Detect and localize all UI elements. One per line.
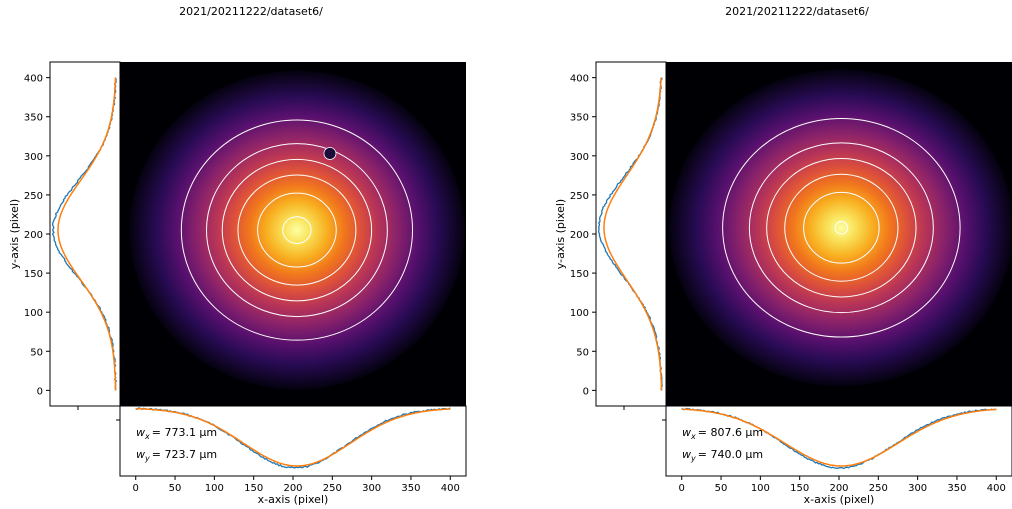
contour-line	[784, 173, 899, 282]
y-profile-frame	[49, 61, 121, 407]
x-tick-label: 350	[947, 483, 966, 494]
panel-title: 2021/20211222/dataset6/	[179, 5, 323, 18]
heatmap-axes	[120, 62, 466, 406]
x-tick-label: 250	[869, 483, 888, 494]
y-tick-label: 300	[24, 152, 43, 163]
x-tick-label: 100	[751, 483, 770, 494]
y-tick-label: 250	[570, 191, 589, 202]
panel-title: 2021/20211222/dataset6/	[725, 5, 869, 18]
x-tick-label: 250	[323, 483, 342, 494]
x-tick-label: 200	[829, 483, 848, 494]
y-axis-label: y-axis (pixel)	[8, 199, 21, 269]
panel-right: 2021/20211222/dataset6/ 0 50 100 150 200 250 3…	[554, 5, 1012, 506]
contour-line	[237, 174, 357, 286]
x-tick-label: 300	[908, 483, 927, 494]
y-tick-label: 300	[570, 152, 589, 163]
y-tick-label: 350	[24, 113, 43, 124]
contour-line	[766, 158, 917, 298]
x-tick-label: 0	[679, 483, 685, 494]
beam-image	[129, 70, 465, 390]
x-profile-axes: 0 50 100 150 200 250 300 350 400 x-axis (pixel) …	[116, 405, 467, 506]
x-tick-label: 150	[244, 483, 263, 494]
wy-annotation: wy = 740.0 μm	[682, 448, 763, 463]
x-tick-label: 400	[441, 483, 460, 494]
y-tick-label: 100	[24, 308, 43, 319]
wx-annotation: wx = 807.6 μm	[682, 426, 763, 441]
contour-line	[257, 192, 337, 268]
contour-spot	[323, 147, 337, 160]
y-ticks: 0 50 100 150 200 250 300 350 400	[570, 74, 625, 410]
contour-line	[803, 191, 880, 264]
beam-image	[669, 69, 1012, 387]
y-tick-label: 250	[24, 191, 43, 202]
x-axis-label: x-axis (pixel)	[258, 493, 329, 506]
x-profile-fit-line	[681, 408, 997, 467]
contour-line	[180, 119, 414, 341]
x-tick-label: 150	[790, 483, 809, 494]
y-tick-label: 150	[570, 269, 589, 280]
y-profile-fit-line	[57, 77, 117, 391]
contour-line	[748, 142, 934, 314]
y-axis-label: y-axis (pixel)	[554, 199, 567, 269]
contour-line	[221, 158, 373, 302]
y-profile-data-line	[51, 77, 118, 391]
x-tick-label: 100	[205, 483, 224, 494]
contour-line	[834, 220, 849, 235]
y-tick-label: 200	[24, 230, 43, 241]
x-tick-label: 300	[362, 483, 381, 494]
y-tick-label: 400	[570, 74, 589, 85]
x-tick-label: 350	[401, 483, 420, 494]
x-axis-label: x-axis (pixel)	[804, 493, 875, 506]
y-tick-label: 400	[24, 74, 43, 85]
y-tick-label: 50	[576, 347, 589, 358]
contour-lines	[180, 119, 414, 341]
x-tick-label: 200	[283, 483, 302, 494]
panel-left: 2021/20211222/dataset6/ 0 50 100 150 200 250 3…	[8, 5, 467, 506]
y-ticks: 0 50 100 150 200 250 300 350 400	[24, 74, 79, 410]
y-tick-label: 100	[570, 308, 589, 319]
contour-lines	[722, 117, 961, 338]
x-profile-axes: 0 50 100 150 200 250 300 350 400 x-axis (pixel) …	[662, 405, 1012, 506]
y-profile-axes: 0 50 100 150 200 250 300 350 400 y-axis (pixel)	[8, 61, 121, 410]
x-tick-label: 50	[715, 483, 728, 494]
y-tick-label: 150	[24, 269, 43, 280]
y-profile-fit-line	[603, 77, 663, 391]
x-tick-label: 50	[169, 483, 182, 494]
wy-annotation: wy = 723.7 μm	[136, 448, 217, 463]
x-ticks: 0 50 100 150 200 250 300 350 400	[116, 419, 460, 494]
contour-line	[722, 117, 961, 338]
y-tick-label: 0	[37, 386, 43, 397]
y-profile-data-line	[597, 77, 663, 391]
wx-annotation: wx = 773.1 μm	[136, 426, 217, 441]
y-tick-label: 200	[570, 230, 589, 241]
y-profile-frame	[595, 61, 667, 407]
y-tick-label: 0	[583, 386, 589, 397]
y-tick-label: 50	[30, 347, 43, 358]
y-tick-label: 350	[570, 113, 589, 124]
contour-line	[282, 216, 312, 244]
contour-line	[206, 143, 388, 318]
x-profile-fit-line	[135, 407, 451, 467]
y-profile-axes: 0 50 100 150 200 250 300 350 400 y-axis (pixel)	[554, 61, 667, 410]
heatmap-axes	[666, 62, 1012, 406]
x-tick-label: 0	[133, 483, 139, 494]
x-ticks: 0 50 100 150 200 250 300 350 400	[662, 419, 1006, 494]
x-tick-label: 400	[987, 483, 1006, 494]
